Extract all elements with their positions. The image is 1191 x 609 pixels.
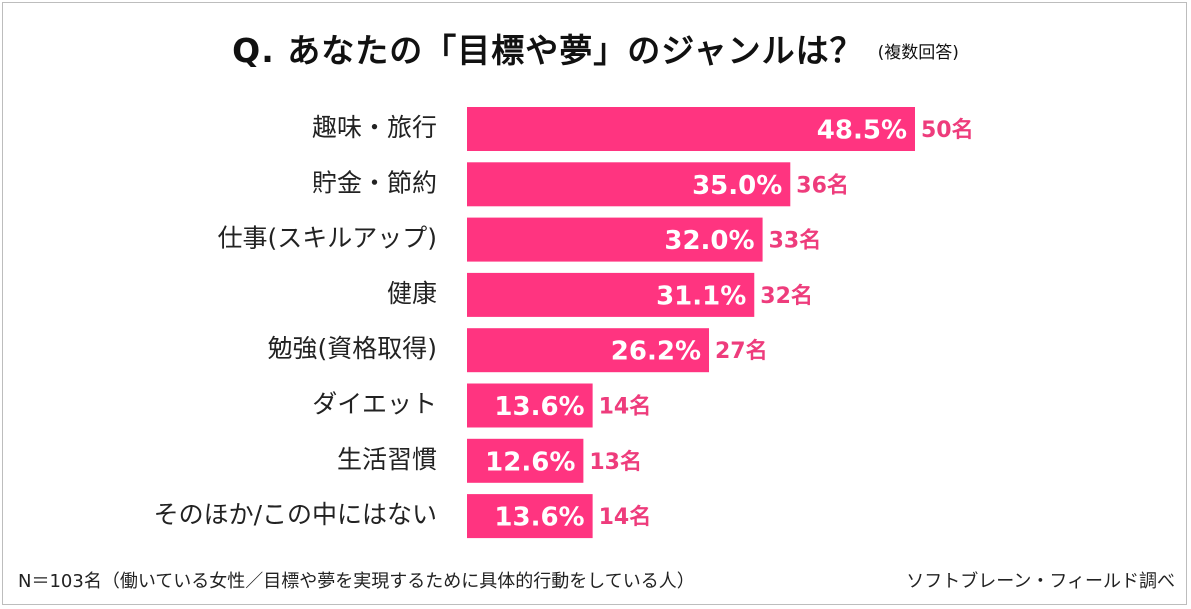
category-label-2: 仕事(スキルアップ) — [217, 224, 437, 253]
category-label-1: 貯金・節約 — [312, 168, 437, 197]
category-label-7: そのほか/この中にはない — [154, 500, 437, 529]
count-label-5: 14名 — [599, 394, 652, 420]
value-label-5: 13.6% — [494, 392, 584, 422]
source-credit: ソフトブレーン・フィールド調べ — [906, 571, 1175, 592]
category-label-3: 健康 — [387, 279, 437, 308]
value-label-4: 26.2% — [611, 337, 701, 367]
value-label-2: 32.0% — [664, 226, 754, 256]
bar-3 — [467, 272, 755, 317]
bar-0 — [467, 107, 915, 151]
value-label-1: 35.0% — [692, 171, 782, 201]
chart-title: Q. あなたの「目標や夢」のジャンルは？ — [232, 31, 864, 70]
value-label-6: 12.6% — [485, 447, 575, 477]
bar-4 — [467, 328, 710, 373]
bar-7 — [467, 494, 593, 539]
bar-1 — [467, 162, 791, 207]
category-label-0: 趣味・旅行 — [312, 113, 437, 142]
bar-5 — [467, 383, 593, 428]
title-row: Q. あなたの「目標や夢」のジャンルは？ (複数回答) — [0, 24, 1191, 72]
sample-footnote: N＝103名（働いている女性／目標や夢を実現するために具体的行動をしている人） — [18, 571, 695, 592]
count-label-2: 33名 — [769, 228, 822, 254]
value-label-0: 48.5% — [817, 116, 907, 146]
count-label-7: 14名 — [599, 504, 652, 530]
count-label-1: 36名 — [796, 172, 849, 198]
bar-2 — [467, 217, 763, 262]
category-label-6: 生活習慣 — [337, 445, 437, 474]
category-label-5: ダイエット — [312, 390, 437, 419]
chart-subtitle: (複数回答) — [877, 43, 959, 63]
count-label-3: 32名 — [760, 283, 813, 309]
count-label-0: 50名 — [921, 117, 974, 143]
value-label-3: 31.1% — [656, 281, 746, 311]
count-label-4: 27名 — [715, 338, 768, 364]
count-label-6: 13名 — [589, 449, 642, 475]
category-label-4: 勉強(資格取得) — [267, 334, 437, 363]
bar-6 — [467, 438, 584, 483]
value-label-7: 13.6% — [494, 503, 584, 533]
